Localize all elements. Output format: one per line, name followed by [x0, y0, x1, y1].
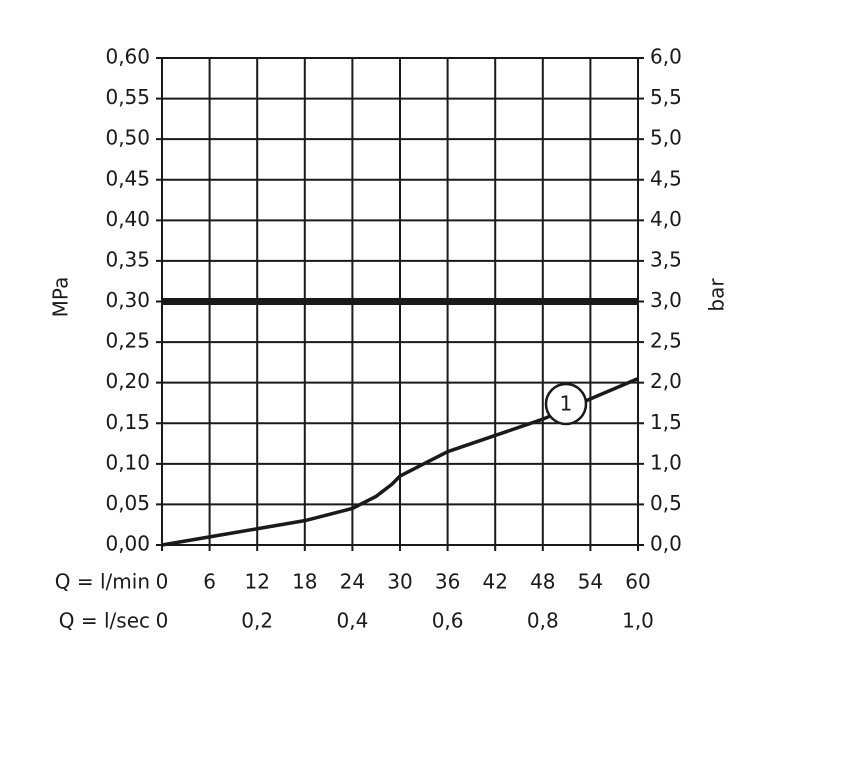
- y-tick-label: 0,25: [105, 329, 150, 353]
- x2-tick-label: 0,8: [527, 609, 559, 633]
- x-tick-label: 36: [435, 570, 460, 594]
- y-axis-label: MPa: [49, 277, 73, 318]
- x-tick-label: 30: [387, 570, 412, 594]
- y-tick-label: 0,50: [105, 126, 150, 150]
- legend-label: 1: [560, 392, 573, 416]
- x-tick-label: 0: [156, 570, 169, 594]
- x2-tick-label: 0: [156, 609, 169, 633]
- x2-tick-label: 0,4: [336, 609, 368, 633]
- y2-tick-label: 5,0: [650, 126, 682, 150]
- y2-axis-label: bar: [705, 278, 729, 312]
- x-tick-label: 24: [340, 570, 365, 594]
- x-tick-label: 6: [203, 570, 216, 594]
- y-tick-label: 0,30: [105, 288, 150, 312]
- y2-tick-label: 0,5: [650, 491, 682, 515]
- y2-tick-label: 4,0: [650, 207, 682, 231]
- legend-marker: [544, 382, 588, 426]
- y2-tick-label: 2,5: [650, 329, 682, 353]
- x-tick-label: 12: [244, 570, 269, 594]
- y-tick-label: 0,60: [105, 45, 150, 69]
- x-tick-label: 18: [292, 570, 317, 594]
- x-axis-label: Q = l/min: [55, 570, 150, 594]
- line: [161, 376, 639, 547]
- y2-tick-label: 3,5: [650, 247, 682, 271]
- y2-tick-label: 1,0: [650, 450, 682, 474]
- y2-tick-label: 1,5: [650, 410, 682, 434]
- y-tick-label: 0,05: [105, 491, 150, 515]
- y-tick-label: 0,20: [105, 369, 150, 393]
- y-tick-label: 0,10: [105, 450, 150, 474]
- y2-tick-label: 0,0: [650, 532, 682, 556]
- y-tick-label: 0,55: [105, 85, 150, 109]
- y2-tick-label: 4,5: [650, 166, 682, 190]
- y-tick-label: 0,00: [105, 532, 150, 556]
- x2-tick-label: 1,0: [622, 609, 654, 633]
- x2-tick-label: 0,6: [432, 609, 464, 633]
- x-tick-label: 60: [625, 570, 650, 594]
- x-tick-label: 54: [578, 570, 603, 594]
- x2-tick-label: 0,2: [241, 609, 273, 633]
- y2-tick-label: 6,0: [650, 45, 682, 69]
- y2-tick-label: 3,0: [650, 288, 682, 312]
- x2-axis-label: Q = l/sec: [59, 609, 150, 633]
- x-tick-label: 42: [482, 570, 507, 594]
- y-tick-label: 0,15: [105, 410, 150, 434]
- x-tick-label: 48: [530, 570, 555, 594]
- y-tick-label: 0,45: [105, 166, 150, 190]
- y2-tick-label: 5,5: [650, 85, 682, 109]
- y-tick-label: 0,40: [105, 207, 150, 231]
- y-tick-label: 0,35: [105, 247, 150, 271]
- y2-tick-label: 2,0: [650, 369, 682, 393]
